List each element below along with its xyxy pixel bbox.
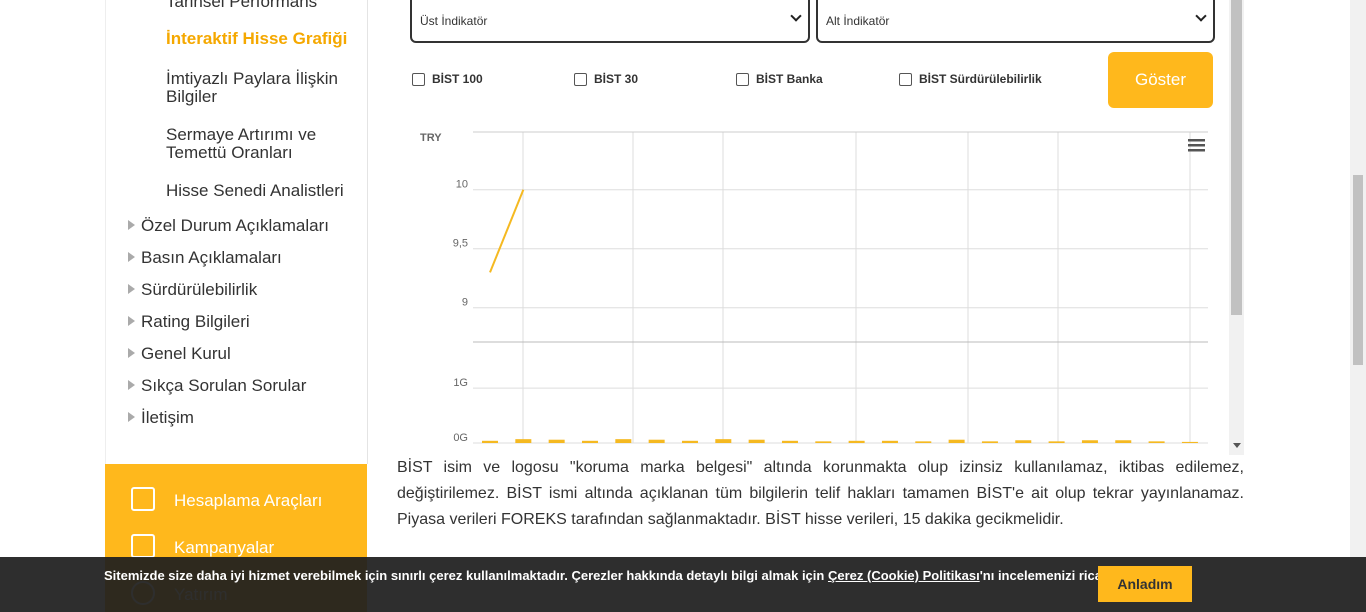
x-grid	[522, 132, 1191, 443]
y-tick-label: 9	[462, 297, 468, 309]
volume-bar	[815, 441, 832, 443]
volume-bar	[848, 440, 865, 443]
volume-bar	[1148, 441, 1165, 443]
nav-section[interactable]: İletişim	[128, 408, 194, 427]
volume-bar	[1115, 440, 1132, 443]
cookie-bar: Sitemizde size daha iyi hizmet verebilme…	[0, 557, 1366, 612]
y-tick-label: 9,5	[453, 238, 468, 250]
volume-bar	[581, 440, 598, 443]
menu-bar	[1188, 149, 1205, 152]
cookie-text: Sitemizde size daha iyi hizmet verebilme…	[104, 568, 1147, 583]
select[interactable]: Üst İndikatör	[410, 0, 810, 43]
nav-item-active[interactable]: İnteraktif Hisse Grafiği	[166, 29, 348, 48]
volume-bar	[715, 439, 732, 443]
chart: TRY 9 9,5 10 0G 1G	[420, 131, 1208, 444]
volume-bar	[881, 440, 898, 443]
tool-link[interactable]: Hesaplama Araçları	[174, 491, 323, 510]
price-line	[489, 189, 525, 273]
select[interactable]: Alt İndikatör	[816, 0, 1215, 43]
y-axis-label: TRY	[420, 132, 442, 144]
nav-item[interactable]: Hisse Senedi Analistleri	[166, 181, 344, 200]
nav-section[interactable]: Özel Durum Açıklamaları	[128, 216, 329, 235]
campaign-icon	[131, 534, 155, 558]
show-button[interactable]: Göster	[1108, 52, 1213, 108]
menu-bar	[1188, 144, 1205, 147]
page-scrollbar[interactable]	[1350, 0, 1366, 612]
checkbox[interactable]: BİST 100	[412, 72, 483, 86]
nav-item[interactable]: Tarihsel Performans	[166, 0, 318, 11]
nav-section[interactable]: Sürdürülebilirlik	[127, 280, 258, 299]
chart-scrollbar[interactable]	[1229, 0, 1244, 455]
volume-bar	[482, 440, 498, 443]
checkbox[interactable]: BİST Sürdürülebilirlik	[899, 72, 1042, 86]
volume-bar	[748, 439, 765, 443]
scroll-arrow[interactable]	[1233, 443, 1241, 448]
volume-bar	[1081, 440, 1098, 443]
volume-bar	[1015, 440, 1032, 443]
volume-bar	[915, 441, 932, 443]
sidebar: Tarihsel Performans İnteraktif Hisse Gra…	[105, 0, 368, 464]
scroll-thumb[interactable]	[1231, 0, 1242, 315]
volume-bar	[648, 439, 665, 443]
volume-bar	[615, 439, 632, 443]
volume-bar	[948, 439, 965, 443]
cookie-text-part: Sitemizde size daha iyi hizmet verebilme…	[104, 568, 828, 583]
y-tick-label: 0G	[453, 432, 468, 444]
checkbox[interactable]: BİST Banka	[736, 72, 823, 86]
y-tick-label: 1G	[453, 377, 468, 389]
calculator-icon	[131, 487, 155, 511]
volume-bar	[1181, 441, 1198, 443]
menu-bar	[1188, 139, 1205, 142]
tool-link[interactable]: Kampanyalar	[174, 538, 275, 557]
volume-bar	[781, 440, 798, 443]
volume-bar	[981, 441, 998, 443]
scroll-thumb[interactable]	[1353, 175, 1363, 365]
nav-section[interactable]: Basın Açıklamaları	[128, 248, 282, 267]
checkbox[interactable]: BİST 30	[574, 72, 638, 86]
nav-section[interactable]: Rating Bilgileri	[128, 312, 250, 331]
volume-bar	[1048, 441, 1065, 443]
volume-bar	[515, 439, 532, 443]
nav-section[interactable]: Genel Kurul	[128, 344, 231, 363]
volume-bar	[548, 439, 565, 443]
y-tick-label: 10	[456, 179, 468, 191]
nav-section[interactable]: Sıkça Sorulan Sorular	[127, 376, 307, 395]
disclaimer: BİST isim ve logosu "koruma marka belges…	[397, 459, 1244, 528]
nav-item[interactable]: Sermaye Artırımı ve Temettü Oranları	[166, 125, 317, 162]
cookie-accept[interactable]: Anladım	[1098, 566, 1192, 602]
menu-icon[interactable]	[1188, 139, 1205, 152]
nav-item[interactable]: İmtiyazlı Paylara İlişkin Bilgiler	[166, 69, 338, 106]
cookie-link[interactable]: Çerez (Cookie) Politikası	[827, 568, 980, 583]
volume-bar	[681, 440, 698, 443]
